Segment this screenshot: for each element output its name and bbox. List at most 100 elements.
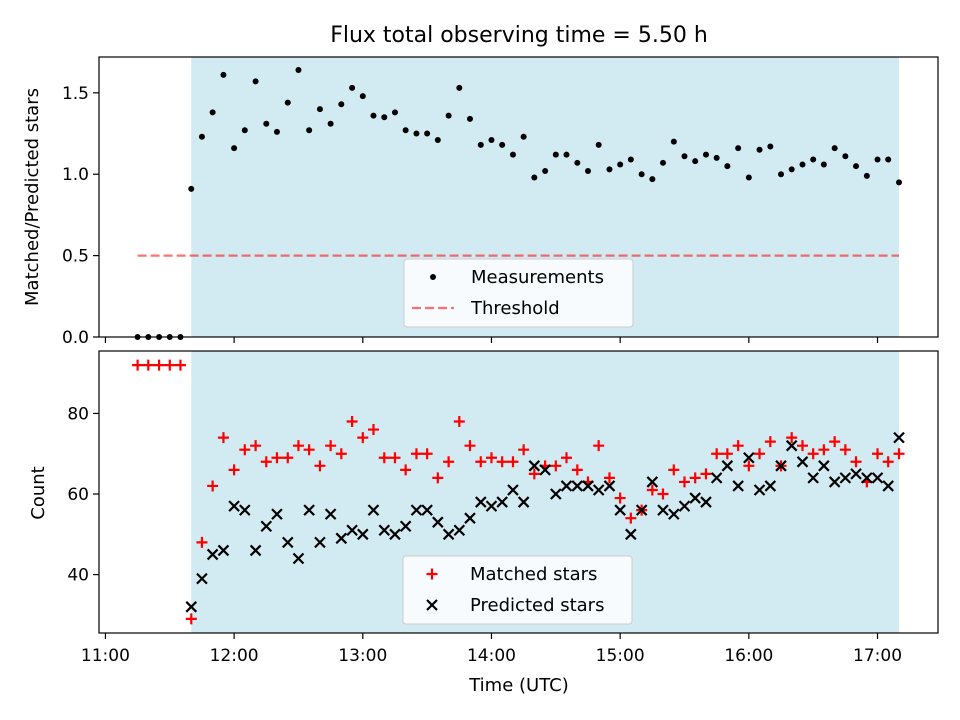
predicted-star-point [861, 472, 873, 484]
predicted-star-point [635, 504, 648, 516]
predicted-star-point [710, 472, 723, 484]
measurement-point [713, 154, 720, 161]
y-axis-label-count: Count [28, 466, 49, 519]
predicted-star-point [217, 544, 230, 557]
measurement-point [885, 156, 892, 163]
matched-star-point [174, 359, 186, 371]
y-tick-label: 1.5 [62, 84, 89, 104]
measurement-point [627, 156, 634, 163]
measurement-point [241, 127, 248, 134]
predicted-star-point [357, 528, 369, 541]
predicted-star-point [753, 484, 766, 496]
predicted-star-point [389, 528, 401, 541]
y-tick-label: 40 [67, 566, 89, 586]
matched-star-point [303, 444, 315, 456]
predicted-star-point [646, 476, 659, 488]
measurement-point [273, 128, 280, 135]
predicted-star-point [796, 456, 809, 468]
measurement-point [434, 137, 441, 144]
measurement-point [702, 151, 709, 158]
matched-star-point [196, 536, 208, 548]
matched-star-point [389, 452, 401, 464]
legend-box [403, 258, 634, 328]
predicted-star-point [807, 472, 819, 484]
measurement-point [413, 130, 420, 137]
measurement-point [563, 151, 570, 158]
predicted-star-point [850, 468, 862, 480]
matched-star-point [367, 424, 379, 436]
predicted-star-point [464, 512, 476, 524]
predicted-star-point [893, 431, 905, 444]
matched-star-point [646, 484, 658, 496]
predicted-star-point [399, 520, 412, 533]
matched-star-point [250, 440, 262, 452]
matched-star-point [754, 448, 766, 460]
predicted-star-point [582, 480, 594, 492]
predicted-star-point [271, 508, 283, 520]
measurement-point [724, 163, 731, 170]
measurement-point [381, 114, 388, 121]
predicted-star-point [367, 504, 380, 516]
matched-star-point [678, 476, 690, 488]
measurement-point [520, 133, 527, 140]
matched-star-point [571, 464, 583, 476]
predicted-star-point [657, 504, 669, 516]
matched-star-point [872, 448, 884, 460]
matched-star-point [711, 448, 723, 460]
predicted-star-point [260, 520, 273, 533]
measurement-point [499, 141, 506, 148]
x-tick-label: 11:00 [81, 646, 130, 666]
matched-star-point [432, 472, 444, 484]
measurement-point [295, 67, 302, 74]
matched-star-point [410, 448, 422, 460]
legend-label: Matched stars [470, 564, 597, 585]
matched-star-point [893, 448, 905, 460]
matched-star-point [378, 452, 390, 464]
matched-star-point [764, 436, 776, 448]
measurement-point [284, 99, 291, 106]
predicted-star-point [732, 480, 744, 492]
matched-star-point [325, 440, 337, 452]
measurement-point [745, 174, 752, 181]
y-tick-label: 1.0 [62, 165, 89, 185]
legend-label: Threshold [470, 298, 560, 319]
matched-star-point [185, 613, 197, 625]
legend-measurement-swatch [430, 274, 436, 280]
measurement-point [810, 156, 817, 163]
measurement-point [327, 120, 334, 127]
matched-star-point [464, 440, 476, 452]
measurement-point [660, 159, 667, 166]
measurement-point [552, 151, 559, 158]
legend-label: Predicted stars [470, 595, 604, 616]
y-tick-label: 60 [67, 485, 89, 505]
matched-star-point [528, 468, 540, 480]
measurement-point [263, 120, 270, 127]
count-panel: 40 60 80 11:00 12:00 13:00 14:00 15:00 16:00 17:0… [67, 350, 939, 666]
x-tick-label: 13:00 [338, 646, 387, 666]
predicted-star-point [185, 601, 198, 613]
matched-star-point [239, 444, 251, 456]
measurement-point [252, 78, 259, 85]
predicted-star-point [539, 464, 551, 476]
measurement-point [477, 141, 484, 148]
predicted-star-point [668, 508, 680, 520]
predicted-star-point [785, 439, 798, 452]
chart-title: Flux total observing time = 5.50 h [330, 23, 708, 48]
matched-star-point [550, 460, 562, 472]
measurement-point [209, 109, 216, 116]
measurement-point [359, 93, 366, 100]
predicted-star-point [614, 504, 626, 516]
predicted-star-point [678, 500, 691, 512]
x-tick-label: 17:00 [853, 646, 902, 666]
plot-frame [98, 56, 939, 338]
matched-star-point [357, 432, 369, 444]
matched-star-point [668, 464, 680, 476]
measurement-point [617, 161, 624, 168]
x-tick-label: 15:00 [596, 646, 645, 666]
predicted-star-point [196, 572, 208, 585]
measurement-point [220, 71, 227, 78]
measurement-point [584, 167, 591, 174]
matched-star-point [829, 436, 841, 448]
predicted-star-point [743, 451, 755, 464]
matched-star-point [132, 359, 144, 371]
